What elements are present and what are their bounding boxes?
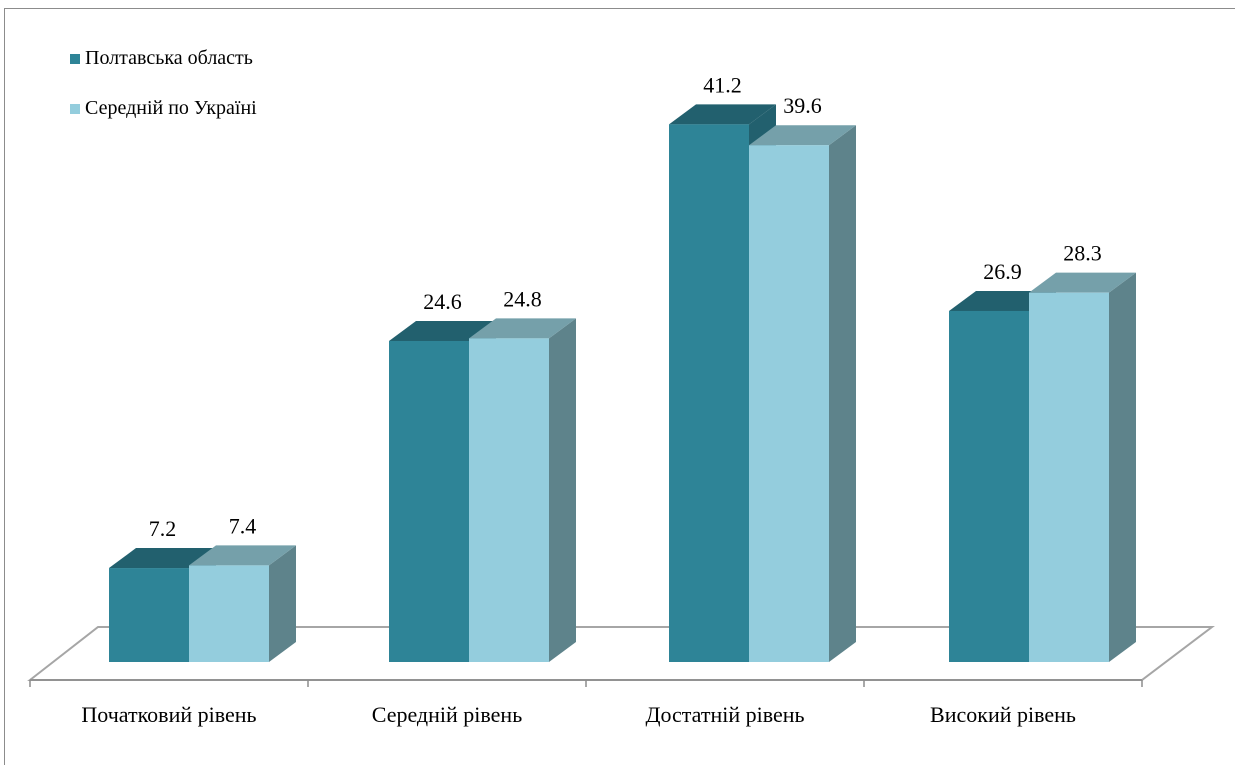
bar-top-s0-c2 — [669, 104, 776, 125]
bar-top-s0-c1 — [389, 320, 496, 341]
data-label-s1-c3: 28.3 — [1063, 241, 1102, 266]
legend-swatch-poltava — [70, 53, 80, 64]
legend-item-ukraine: Середній по Україні — [70, 96, 257, 121]
category-label-1: Середній рівень — [372, 702, 522, 727]
legend-item-poltava: Полтавська область — [70, 46, 257, 71]
bar-s1-c1 — [469, 338, 549, 662]
legend-label-ukraine: Середній по Україні — [85, 97, 257, 119]
bar-side-s1-c0 — [269, 545, 296, 662]
legend-swatch-ukraine — [70, 103, 80, 114]
bar-top-s1-c0 — [189, 545, 296, 566]
legend-label-poltava: Полтавська область — [85, 47, 253, 69]
bar-side-s1-c2 — [829, 125, 856, 663]
bar-top-s0-c0 — [109, 548, 216, 569]
category-label-3: Високий рівень — [930, 702, 1076, 727]
data-label-s1-c2: 39.6 — [783, 93, 822, 118]
data-label-s1-c0: 7.4 — [229, 513, 257, 538]
bar-s1-c0 — [189, 565, 269, 662]
category-label-0: Початковий рівень — [81, 702, 256, 727]
bar-s0-c3 — [949, 310, 1029, 662]
data-label-s0-c1: 24.6 — [423, 289, 462, 314]
data-label-s0-c0: 7.2 — [149, 516, 177, 541]
bar-s1-c3 — [1029, 292, 1109, 662]
data-label-s1-c1: 24.8 — [503, 286, 542, 311]
bar-side-s1-c3 — [1109, 272, 1136, 662]
bar-side-s1-c1 — [549, 318, 576, 662]
legend: Полтавська область Середній по Україні — [70, 46, 257, 146]
chart-frame — [4, 8, 1235, 765]
bar-s1-c2 — [749, 145, 829, 663]
bar-top-s1-c3 — [1029, 272, 1136, 293]
bar-s0-c2 — [669, 124, 749, 663]
bar-top-s1-c2 — [749, 125, 856, 146]
data-label-s0-c2: 41.2 — [703, 72, 742, 97]
category-label-2: Достатній рівень — [645, 702, 804, 727]
data-label-s0-c3: 26.9 — [983, 259, 1022, 284]
bar-s0-c0 — [109, 568, 189, 662]
bar-s0-c1 — [389, 340, 469, 662]
bar-top-s1-c1 — [469, 318, 576, 339]
